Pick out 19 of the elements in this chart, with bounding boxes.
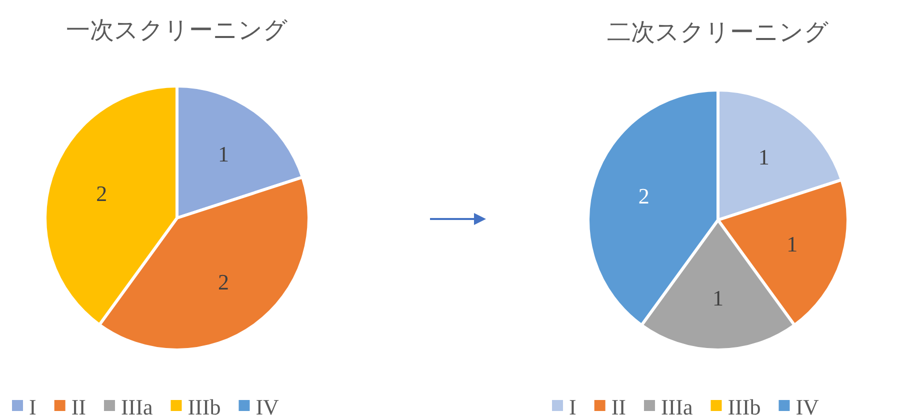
data-label: 2 (96, 181, 108, 206)
data-label: 2 (218, 270, 230, 295)
legend-label: IV (796, 394, 820, 419)
legend-label: IIIa (120, 394, 153, 419)
legend-label: I (29, 394, 36, 419)
chart-title: 一次スクリーニング (66, 18, 288, 44)
chart-title: 二次スクリーニング (607, 20, 829, 46)
data-label: 2 (638, 183, 650, 208)
data-label: 1 (758, 144, 770, 170)
data-label: 1 (786, 232, 798, 257)
legend-label: I (569, 394, 576, 419)
data-label: 1 (218, 141, 230, 166)
data-label: 1 (712, 286, 724, 310)
legend-label: IIIa (660, 394, 693, 419)
legend-label: IIIb (188, 394, 221, 419)
legend-label: II (611, 394, 626, 419)
legend-label: IIIb (728, 394, 761, 419)
legend-label: IV (256, 394, 280, 419)
legend-label: II (71, 394, 86, 419)
